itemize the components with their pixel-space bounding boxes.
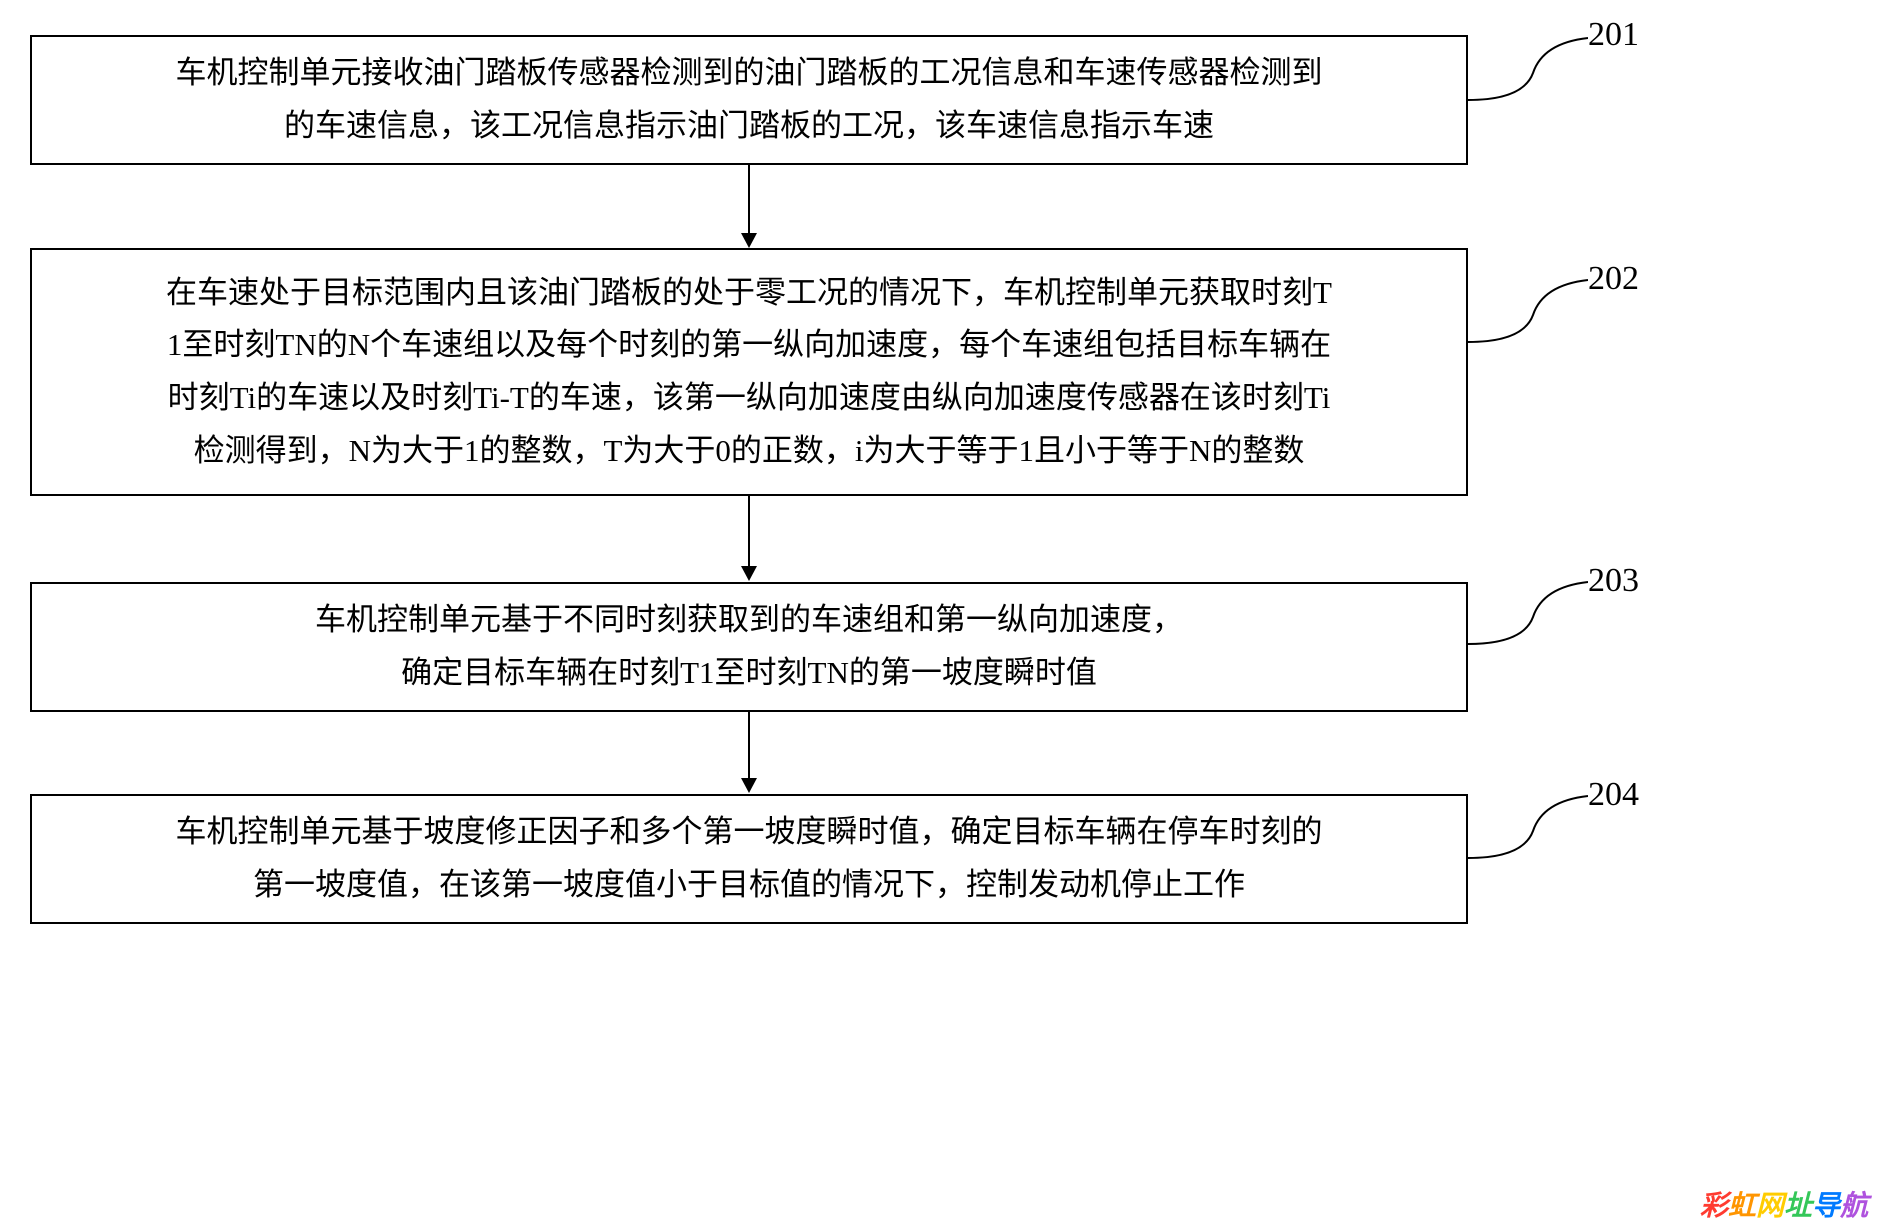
flow-step-201: 车机控制单元接收油门踏板传感器检测到的油门踏板的工况信息和车速传感器检测到 的车… [30, 35, 1468, 165]
watermark-char-0: 彩 [1700, 1190, 1728, 1221]
watermark-char-4: 导 [1812, 1190, 1840, 1221]
flow-step-204: 车机控制单元基于坡度修正因子和多个第一坡度瞬时值，确定目标车辆在停车时刻的 第一… [30, 794, 1468, 924]
step-label-202: 202 [1588, 260, 1639, 298]
flow-step-203: 车机控制单元基于不同时刻获取到的车速组和第一纵向加速度， 确定目标车辆在时刻T1… [30, 582, 1468, 712]
connector-curve-203 [1468, 562, 1588, 652]
arrow-203-204 [748, 712, 750, 778]
watermark: 彩虹网址导航 [1700, 1184, 1868, 1224]
step-label-203: 203 [1588, 562, 1639, 600]
arrow-head-203-204 [741, 778, 757, 793]
connector-curve-202 [1468, 260, 1588, 350]
watermark-char-2: 网 [1756, 1190, 1784, 1221]
arrow-201-202 [748, 165, 750, 233]
flowchart-canvas: 车机控制单元接收油门踏板传感器检测到的油门踏板的工况信息和车速传感器检测到 的车… [0, 0, 1903, 1223]
watermark-char-3: 址 [1784, 1190, 1812, 1221]
arrow-202-203 [748, 496, 750, 566]
watermark-char-5: 航 [1840, 1190, 1868, 1221]
watermark-char-1: 虹 [1728, 1190, 1756, 1221]
step-label-204: 204 [1588, 776, 1639, 814]
arrow-head-202-203 [741, 566, 757, 581]
arrow-head-201-202 [741, 233, 757, 248]
connector-curve-204 [1468, 776, 1588, 866]
flow-step-202: 在车速处于目标范围内且该油门踏板的处于零工况的情况下，车机控制单元获取时刻T 1… [30, 248, 1468, 496]
connector-curve-201 [1468, 18, 1588, 108]
step-label-201: 201 [1588, 16, 1639, 54]
